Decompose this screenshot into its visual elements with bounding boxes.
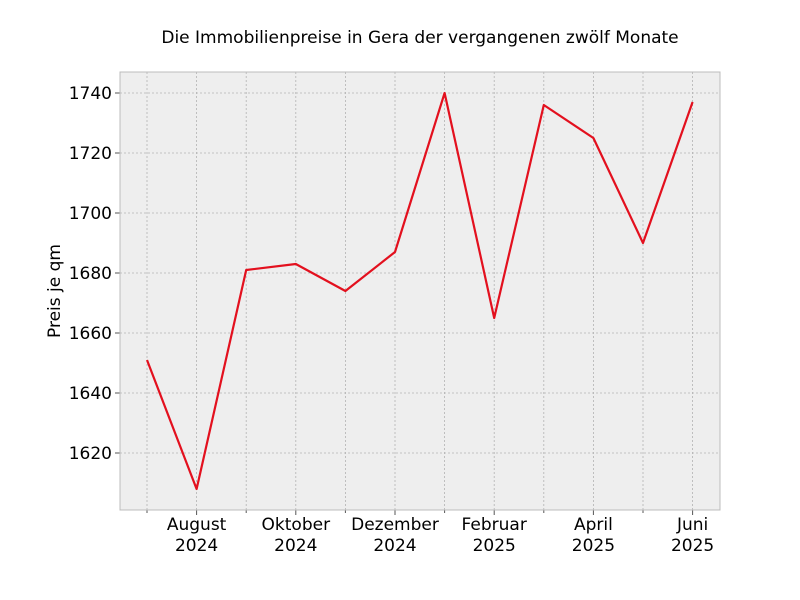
y-tick-label: 1660 — [69, 324, 112, 344]
x-tick-label-year: 2024 — [175, 536, 218, 556]
x-tick-label-year: 2024 — [274, 536, 317, 556]
x-tick-label-month: Dezember — [351, 515, 439, 535]
y-tick-label: 1620 — [69, 444, 112, 464]
grid — [120, 72, 720, 510]
y-axis-label: Preis je qm — [45, 244, 65, 338]
plot-frame — [119, 71, 721, 511]
x-tick-label-month: August — [167, 515, 227, 535]
x-tick-label-year: 2025 — [473, 536, 516, 556]
y-tick-label: 1680 — [69, 264, 112, 284]
x-tick-label-month: Februar — [462, 515, 527, 535]
chart-title: Die Immobilienpreise in Gera der vergang… — [161, 28, 678, 48]
y-tick-label: 1640 — [69, 384, 112, 404]
x-tick-label-month: Oktober — [262, 515, 331, 535]
series-line — [145, 91, 694, 491]
x-tick-label-month: Juni — [676, 515, 708, 535]
y-tick-label: 1700 — [69, 204, 112, 224]
x-tick-label-month: April — [574, 515, 613, 535]
y-tick-label: 1720 — [69, 144, 112, 164]
series-layer — [145, 91, 694, 491]
y-tick-label: 1740 — [69, 84, 112, 104]
x-tick-label-year: 2024 — [373, 536, 416, 556]
plot-area — [120, 72, 720, 510]
x-tick-label-year: 2025 — [671, 536, 714, 556]
axis-ticks: 1620164016601680170017201740August2024Ok… — [69, 84, 714, 556]
x-tick-label-year: 2025 — [572, 536, 615, 556]
